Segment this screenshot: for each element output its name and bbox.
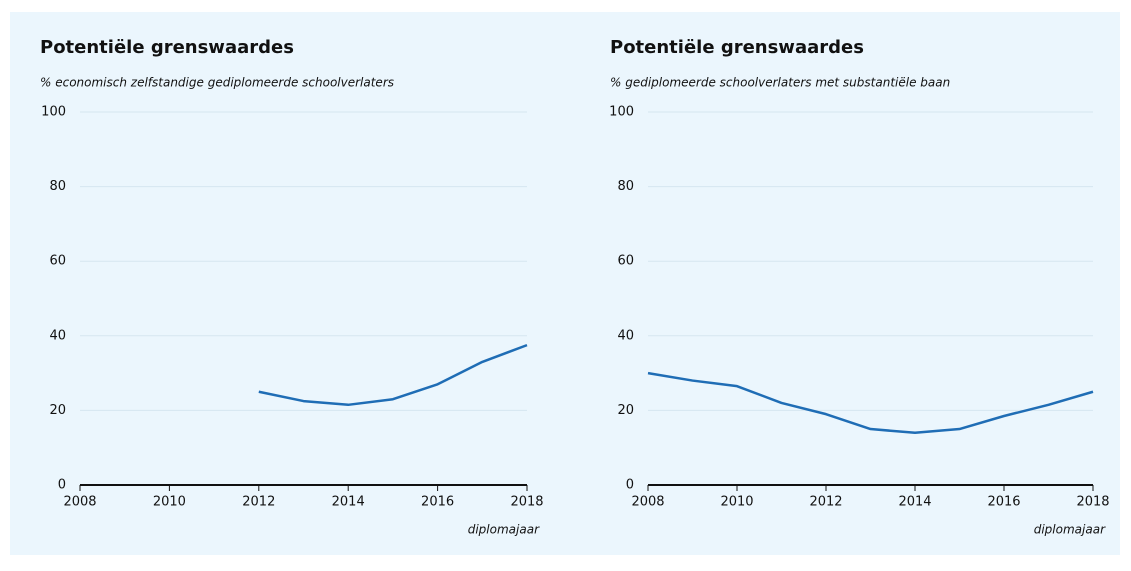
y-tick-label: 20 (617, 403, 634, 418)
y-tick-label: 80 (49, 179, 66, 194)
x-tick-label: 2008 (631, 495, 664, 510)
background (10, 12, 1120, 555)
x-tick-label: 2010 (153, 495, 186, 510)
y-tick-label: 40 (49, 328, 66, 343)
x-tick-label: 2018 (1076, 495, 1109, 510)
chart-subtitle: % gediplomeerde schoolverlaters met subs… (610, 76, 950, 90)
x-tick-label: 2018 (510, 495, 543, 510)
y-tick-label: 0 (626, 478, 634, 493)
y-tick-label: 20 (49, 403, 66, 418)
line (258, 343, 528, 407)
x-tick-label: 2012 (242, 495, 275, 510)
y-tick-label: 40 (617, 328, 634, 343)
line (647, 371, 1094, 435)
chart-title: Potentiële grenswaardes (40, 37, 294, 58)
y-tick-label: 100 (41, 105, 66, 120)
x-tick-label: 2014 (898, 495, 931, 510)
y-tick-label: 100 (609, 105, 634, 120)
x-tick-label: 2010 (720, 495, 753, 510)
x-tick-label: 2016 (421, 495, 454, 510)
y-tick-label: 80 (617, 179, 634, 194)
x-axis-label: diplomajaar (1034, 523, 1106, 537)
x-axis-label: diplomajaar (468, 523, 540, 537)
y-tick-label: 0 (58, 478, 66, 493)
y-tick-label: 60 (617, 254, 634, 269)
chart-subtitle: % economisch zelfstandige gediplomeerde … (40, 76, 394, 90)
x-tick-label: 2014 (332, 495, 365, 510)
chart-title: Potentiële grenswaardes (610, 37, 864, 58)
x-tick-label: 2008 (63, 495, 96, 510)
x-tick-label: 2016 (987, 495, 1020, 510)
y-tick-label: 60 (49, 254, 66, 269)
x-tick-label: 2012 (809, 495, 842, 510)
